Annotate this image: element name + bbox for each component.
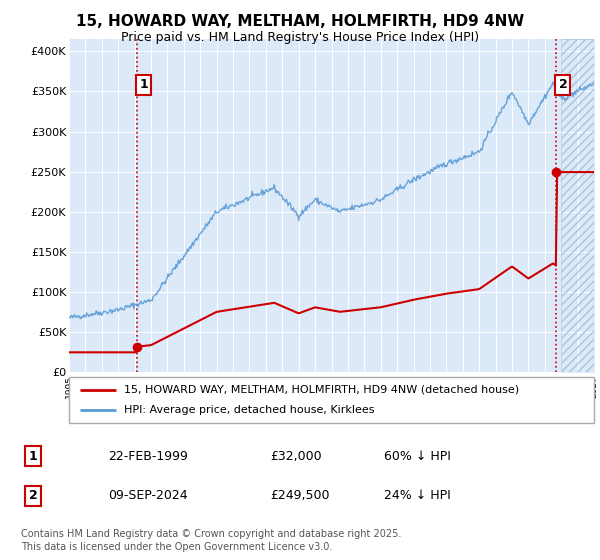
Text: £32,000: £32,000 <box>270 450 322 463</box>
FancyBboxPatch shape <box>69 377 594 423</box>
Text: 1: 1 <box>29 450 37 463</box>
Text: 22-FEB-1999: 22-FEB-1999 <box>108 450 188 463</box>
Text: 1: 1 <box>139 78 148 91</box>
Text: 2: 2 <box>559 78 568 91</box>
Text: 15, HOWARD WAY, MELTHAM, HOLMFIRTH, HD9 4NW (detached house): 15, HOWARD WAY, MELTHAM, HOLMFIRTH, HD9 … <box>124 385 519 395</box>
Text: HPI: Average price, detached house, Kirklees: HPI: Average price, detached house, Kirk… <box>124 405 374 415</box>
Text: Price paid vs. HM Land Registry's House Price Index (HPI): Price paid vs. HM Land Registry's House … <box>121 31 479 44</box>
Text: 60% ↓ HPI: 60% ↓ HPI <box>384 450 451 463</box>
Text: 15, HOWARD WAY, MELTHAM, HOLMFIRTH, HD9 4NW: 15, HOWARD WAY, MELTHAM, HOLMFIRTH, HD9 … <box>76 14 524 29</box>
Text: 09-SEP-2024: 09-SEP-2024 <box>108 489 188 502</box>
Text: 2: 2 <box>29 489 37 502</box>
Text: £249,500: £249,500 <box>270 489 329 502</box>
Text: 24% ↓ HPI: 24% ↓ HPI <box>384 489 451 502</box>
Text: Contains HM Land Registry data © Crown copyright and database right 2025.
This d: Contains HM Land Registry data © Crown c… <box>21 529 401 552</box>
